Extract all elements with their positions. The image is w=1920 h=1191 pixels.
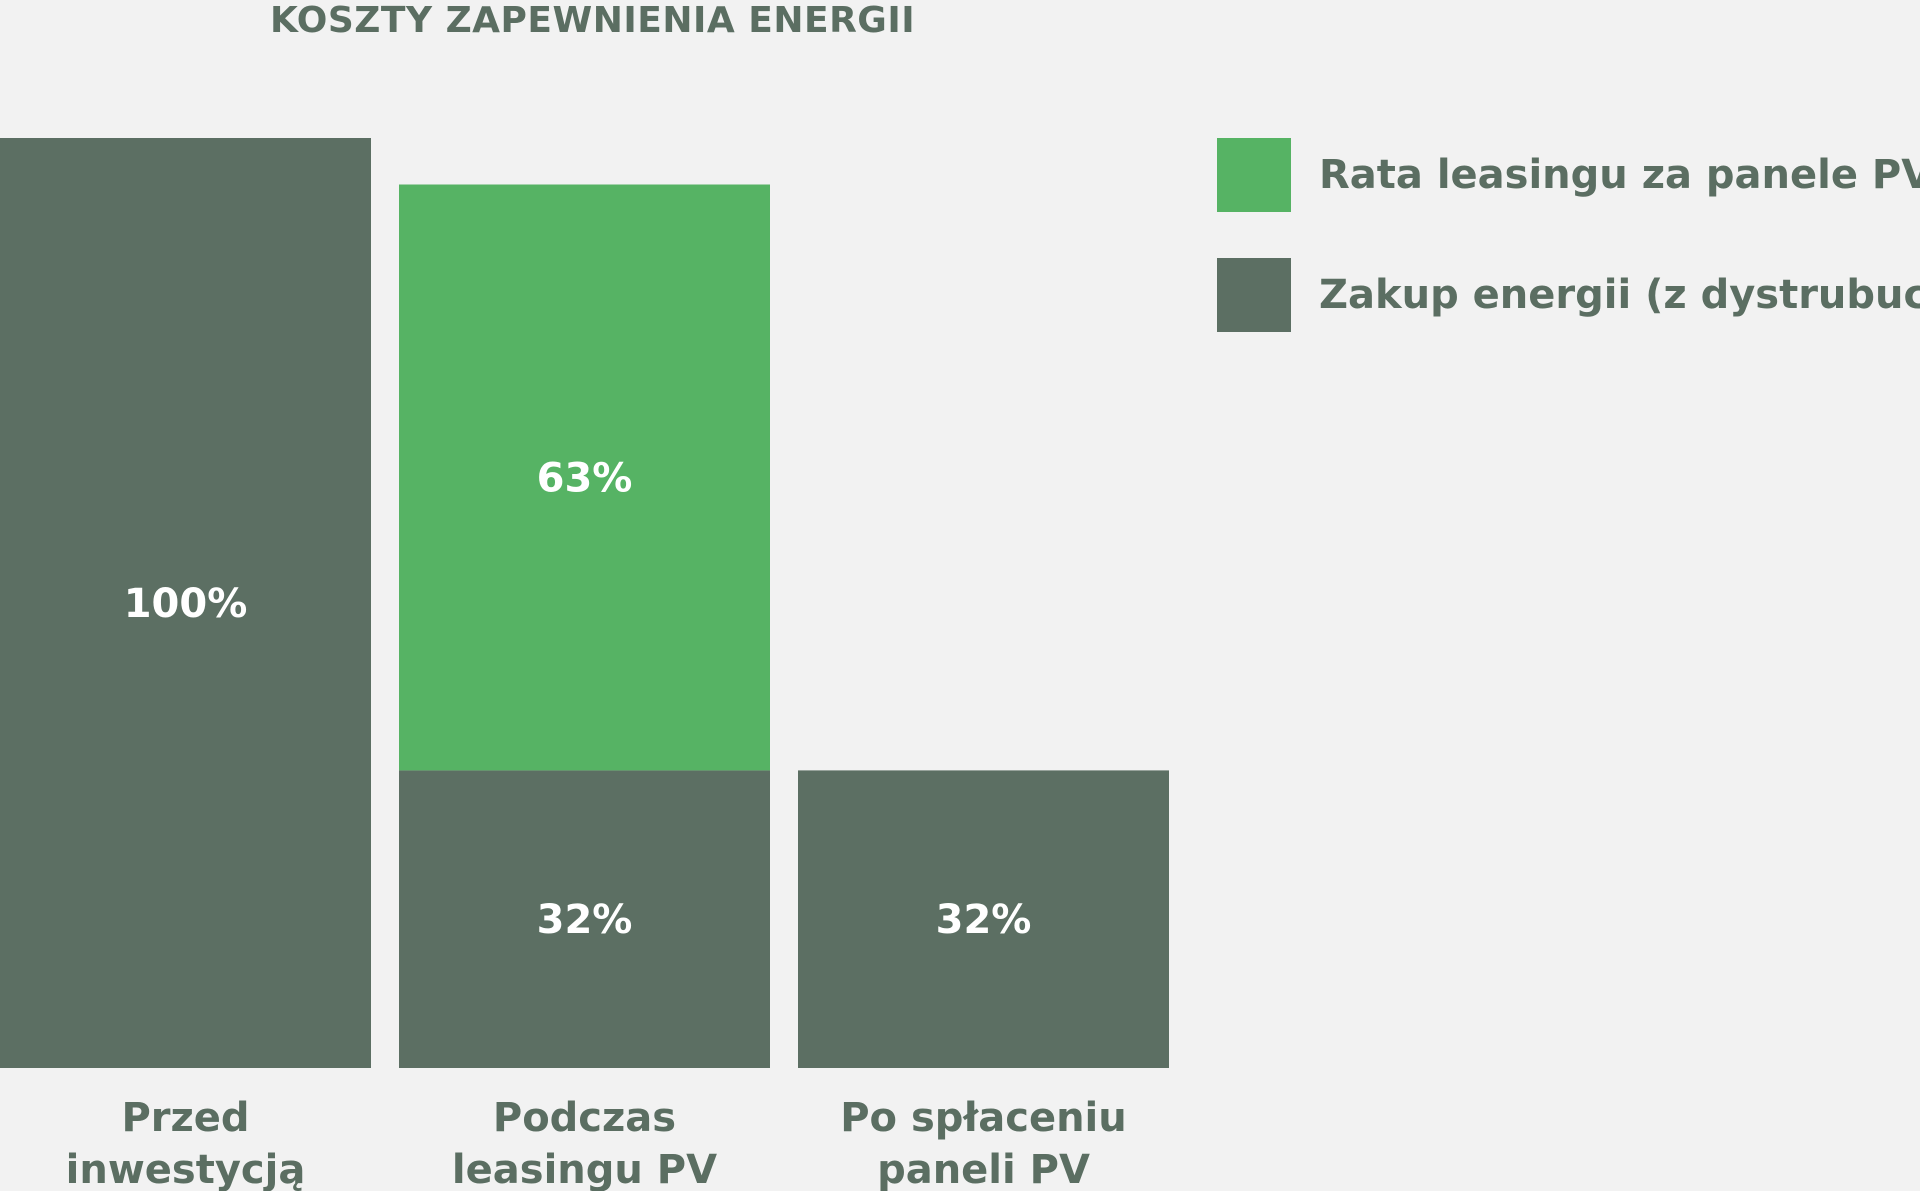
legend-label-leasing: Rata leasingu za panele PV: [1319, 152, 1920, 198]
legend-item-energy: Zakup energii (z dystrubucją): [1217, 258, 1920, 332]
category-label-1-line-0: Podczas: [493, 1095, 676, 1141]
bar-value-label-energy-1: 32%: [537, 897, 633, 943]
bar-value-label-energy-0: 100%: [124, 581, 248, 627]
legend-swatch-leasing: [1217, 138, 1291, 212]
bar-value-label-leasing-1: 63%: [537, 455, 633, 501]
category-label-1-line-1: leasingu PV: [452, 1147, 717, 1191]
category-label-2-line-1: paneli PV: [877, 1147, 1090, 1191]
category-label-0-line-1: inwestycją: [66, 1147, 306, 1191]
legend-item-leasing: Rata leasingu za panele PV: [1217, 138, 1920, 212]
legend-swatch-energy: [1217, 258, 1291, 332]
category-label-0-line-0: Przed: [121, 1095, 249, 1141]
bar-value-label-energy-2: 32%: [936, 897, 1032, 943]
category-label-2-line-0: Po spłaceniu: [840, 1095, 1127, 1141]
legend-label-energy: Zakup energii (z dystrubucją): [1319, 272, 1920, 318]
legend: Rata leasingu za panele PV Zakup energii…: [1217, 138, 1920, 378]
